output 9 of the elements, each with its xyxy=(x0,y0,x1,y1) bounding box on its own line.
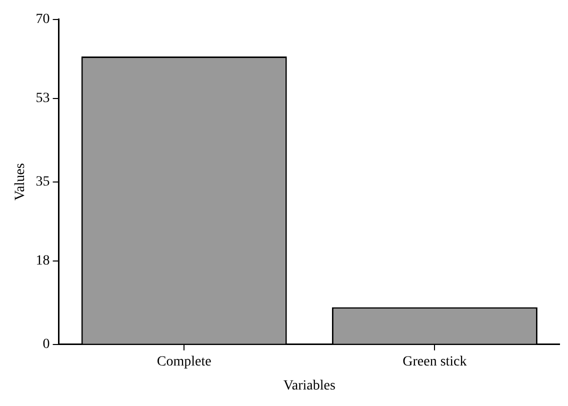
y-tick-label: 53 xyxy=(36,91,50,106)
y-tick-label: 70 xyxy=(36,12,50,28)
y-tick-label: 0 xyxy=(42,337,50,352)
x-axis-title: Variables xyxy=(283,378,336,394)
y-axis-title: Values xyxy=(13,163,28,201)
y-tick-label: 35 xyxy=(36,174,50,190)
x-tick-label: Green stick xyxy=(402,354,467,370)
y-tick-label: 18 xyxy=(36,254,50,268)
x-tick-label: Complete xyxy=(156,354,212,370)
